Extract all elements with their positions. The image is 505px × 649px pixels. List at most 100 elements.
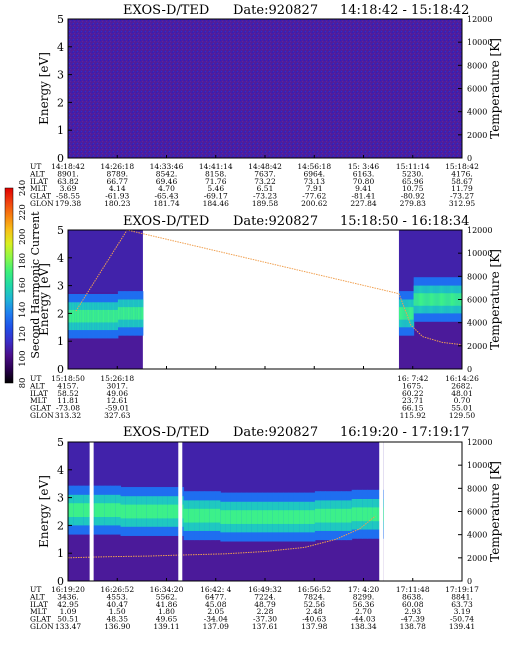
table-cell: 14:48:42 [248, 162, 282, 171]
band-core [99, 503, 106, 517]
band-core [110, 309, 113, 323]
panel-time-range: 16:19:20 - 17:19:17 [340, 425, 469, 440]
table-cell: -50.74 [450, 615, 474, 624]
table-cell: 8901. [57, 169, 78, 178]
band-core [79, 309, 81, 323]
colorbar-tick-label: 240 [18, 180, 28, 196]
table-cell: 2.70 [355, 607, 372, 616]
band-core [194, 508, 200, 523]
table-cell: 52.56 [304, 600, 326, 609]
band-core [131, 504, 137, 519]
table-cell: 9.41 [355, 184, 372, 193]
band-core [346, 508, 353, 523]
table-cell: 66.15 [402, 404, 424, 413]
band-core [137, 307, 140, 320]
band-core [283, 510, 290, 524]
band-core [454, 293, 457, 306]
table-cell: 136.90 [104, 622, 130, 631]
table-cell: 7824. [304, 592, 325, 601]
y-tick-label: 2 [57, 96, 64, 109]
table-cell: 14:18:42 [51, 162, 85, 171]
band-core [167, 504, 174, 519]
y-tick-label: 1 [57, 547, 64, 560]
band-core [438, 293, 441, 306]
y2-tick-label: 4000 [467, 319, 487, 328]
band-core [330, 508, 337, 523]
band-core [84, 309, 86, 323]
y2-axis-label: Temperature [K] [488, 38, 502, 139]
y-tick-label: 4 [57, 464, 64, 477]
band-core [122, 307, 125, 320]
y2-tick-label: 8000 [467, 484, 487, 493]
band-core [162, 504, 169, 519]
row-label: ALT [29, 592, 45, 601]
band-core [267, 510, 274, 524]
table-cell: 8299. [353, 592, 374, 601]
y-axis-label: Energy [eV] [37, 52, 51, 125]
y-tick-label: 5 [57, 13, 64, 26]
table-cell: 69.46 [156, 177, 178, 186]
band-core [68, 309, 70, 323]
band-core [341, 508, 347, 523]
band-core [94, 503, 101, 517]
table-cell: 41.86 [156, 600, 178, 609]
band-core [95, 309, 98, 323]
table-cell: -77.62 [302, 192, 326, 201]
band-core [423, 293, 425, 306]
band-core [415, 293, 418, 306]
y2-tick-label: 4000 [467, 531, 487, 540]
y-tick-label: 1 [57, 124, 64, 137]
table-cell: 14:33:46 [150, 162, 184, 171]
table-cell: 11.81 [57, 396, 78, 405]
table-cell: 5562. [156, 592, 177, 601]
band-core [76, 309, 79, 323]
table-cell: 139.11 [153, 622, 179, 631]
table-cell: 45.08 [205, 600, 227, 609]
table-cell: 48.79 [254, 600, 276, 609]
table-cell: 49.06 [107, 389, 129, 398]
row-label: UT [30, 162, 41, 171]
row-label: ILAT [30, 600, 48, 609]
y2-tick-label: 0 [467, 365, 472, 374]
row-label: GLON [30, 622, 54, 631]
band-core [106, 309, 109, 323]
table-cell: 16:49:32 [248, 585, 282, 594]
band-core [434, 293, 437, 306]
band-core [115, 309, 118, 323]
band-core [409, 307, 412, 320]
band-core [129, 307, 131, 320]
band-core [101, 309, 104, 323]
band-core [107, 309, 110, 323]
table-cell: 7224. [254, 592, 275, 601]
band-core [116, 309, 119, 323]
table-cell: 3.19 [454, 607, 471, 616]
band-core [69, 309, 71, 323]
band-core [299, 510, 305, 524]
band-core [188, 508, 195, 523]
band-core [117, 307, 120, 320]
table-cell: 5.46 [207, 184, 224, 193]
band-core [304, 510, 311, 524]
band-core [417, 293, 420, 306]
band-core [442, 293, 444, 306]
y-tick-label: 2 [57, 519, 64, 532]
band-core [401, 307, 403, 320]
table-cell: 1.50 [109, 607, 126, 616]
band-core [124, 307, 126, 320]
table-cell: 129.50 [449, 411, 475, 420]
table-cell: 14:26:18 [100, 162, 134, 171]
band-core [157, 504, 164, 519]
band-core [68, 503, 74, 517]
band-core [421, 293, 423, 306]
table-cell: 15:18:42 [445, 162, 479, 171]
band-core [82, 309, 85, 323]
y2-tick-label: 2000 [467, 554, 487, 563]
table-cell: 58.52 [57, 389, 79, 398]
table-cell: -34.04 [204, 615, 228, 624]
band-core [452, 293, 455, 306]
band-core [87, 309, 90, 323]
band-core [104, 503, 111, 517]
band-core [456, 293, 459, 306]
band-core [241, 510, 248, 524]
